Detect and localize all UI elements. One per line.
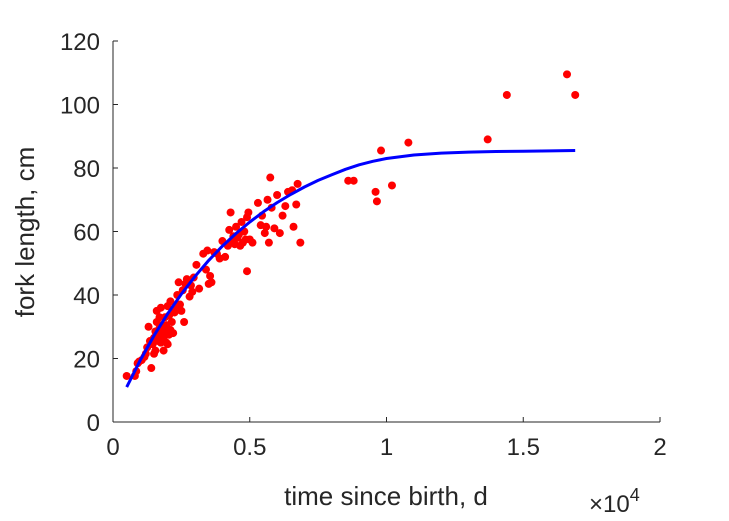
data-point: [166, 297, 175, 306]
axes: [112, 41, 660, 423]
data-point: [349, 176, 358, 185]
data-point: [289, 222, 298, 231]
data-point: [188, 287, 197, 296]
y-tick-label: 40: [73, 283, 100, 310]
x-tick-label: 1: [380, 434, 393, 461]
data-point: [182, 275, 191, 284]
y-tick-label: 120: [60, 29, 100, 56]
data-point: [203, 246, 212, 255]
x-ticks: 0 0.5 1 1.5 2: [106, 417, 667, 461]
data-point: [206, 271, 215, 280]
data-point: [180, 317, 189, 326]
data-point: [176, 300, 185, 309]
data-point: [296, 238, 305, 247]
data-point: [144, 322, 153, 331]
data-point: [293, 179, 302, 188]
data-point: [226, 208, 235, 217]
data-point: [404, 138, 413, 147]
y-tick-label: 0: [87, 410, 100, 437]
fit-curve: [125, 149, 576, 388]
x-tick-label: 0: [106, 434, 119, 461]
data-point: [163, 340, 172, 349]
data-point: [169, 329, 178, 338]
data-point: [244, 208, 253, 217]
data-point: [281, 202, 290, 211]
data-point: [167, 317, 176, 326]
data-point: [225, 225, 234, 234]
data-point: [195, 284, 204, 293]
data-point: [377, 146, 386, 155]
data-point: [207, 278, 216, 287]
x-axis-multiplier-base: ×10: [589, 491, 630, 518]
data-point: [159, 346, 168, 355]
y-axis-label: fork length, cm: [10, 147, 40, 318]
data-point: [571, 90, 580, 99]
data-point: [278, 211, 287, 220]
data-point: [221, 252, 230, 261]
data-point: [372, 197, 381, 206]
x-axis-multiplier-exponent: 4: [630, 485, 640, 505]
x-tick-label: 0.5: [233, 434, 266, 461]
data-point: [260, 229, 269, 238]
data-point: [292, 200, 301, 209]
data-point: [266, 173, 275, 182]
series-layer: [122, 70, 580, 388]
data-point: [192, 260, 201, 269]
data-point: [483, 135, 492, 144]
data-point: [270, 224, 279, 233]
data-point: [387, 181, 396, 190]
data-point: [253, 198, 262, 207]
data-point: [232, 222, 241, 231]
data-point: [248, 238, 257, 247]
data-point: [502, 90, 511, 99]
data-point: [156, 303, 165, 312]
data-point: [263, 195, 272, 204]
y-tick-label: 20: [73, 347, 100, 374]
data-point: [170, 308, 179, 317]
x-tick-label: 1.5: [507, 434, 540, 461]
y-ticks: 0 20 40 60 80 100 120: [60, 29, 118, 437]
x-axis-multiplier: ×104: [589, 485, 640, 518]
data-point: [151, 346, 160, 355]
y-tick-label: 100: [60, 93, 100, 120]
data-point: [563, 70, 572, 79]
data-point: [262, 222, 271, 231]
data-point: [264, 238, 273, 247]
data-point: [174, 278, 183, 287]
data-point: [177, 306, 186, 315]
data-point: [371, 187, 380, 196]
y-tick-label: 80: [73, 156, 100, 183]
y-tick-label: 60: [73, 220, 100, 247]
data-point: [344, 176, 353, 185]
data-point: [147, 364, 156, 373]
data-point: [243, 267, 252, 276]
data-point: [122, 371, 131, 380]
data-point: [237, 217, 246, 226]
x-tick-label: 2: [653, 434, 666, 461]
data-point: [275, 229, 284, 238]
x-axis-label: time since birth, d: [284, 481, 488, 511]
data-point: [273, 190, 282, 199]
data-point: [155, 313, 164, 322]
